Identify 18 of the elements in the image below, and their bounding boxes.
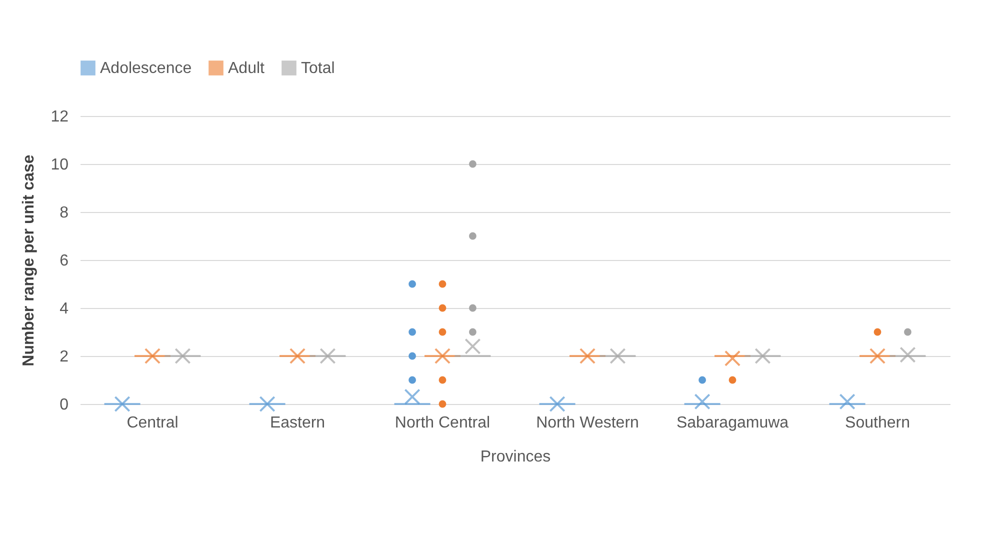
y-tick-label: 0 [60,396,69,414]
x-tick-label: Eastern [270,414,326,432]
y-axis-title: Number range per unit case [20,154,38,366]
x-tick-label: Central [126,414,178,432]
x-tick-label: North Central [394,414,490,432]
x-tick-label: North Western [536,414,639,432]
y-tick-label: 6 [60,252,69,270]
y-tick-label: 4 [60,300,69,318]
legend-label: Adolescence [100,60,192,77]
y-tick-label: 12 [50,108,69,126]
x-axis-title: Provinces [480,448,551,466]
y-tick-label: 2 [60,348,69,366]
y-tick-label: 10 [50,156,69,174]
legend-label: Total [301,60,335,77]
x-tick-label: Southern [845,414,910,432]
legend-label: Adult [228,60,266,77]
y-tick-label: 8 [60,204,69,222]
x-tick-label: Sabaragamuwa [676,414,789,432]
